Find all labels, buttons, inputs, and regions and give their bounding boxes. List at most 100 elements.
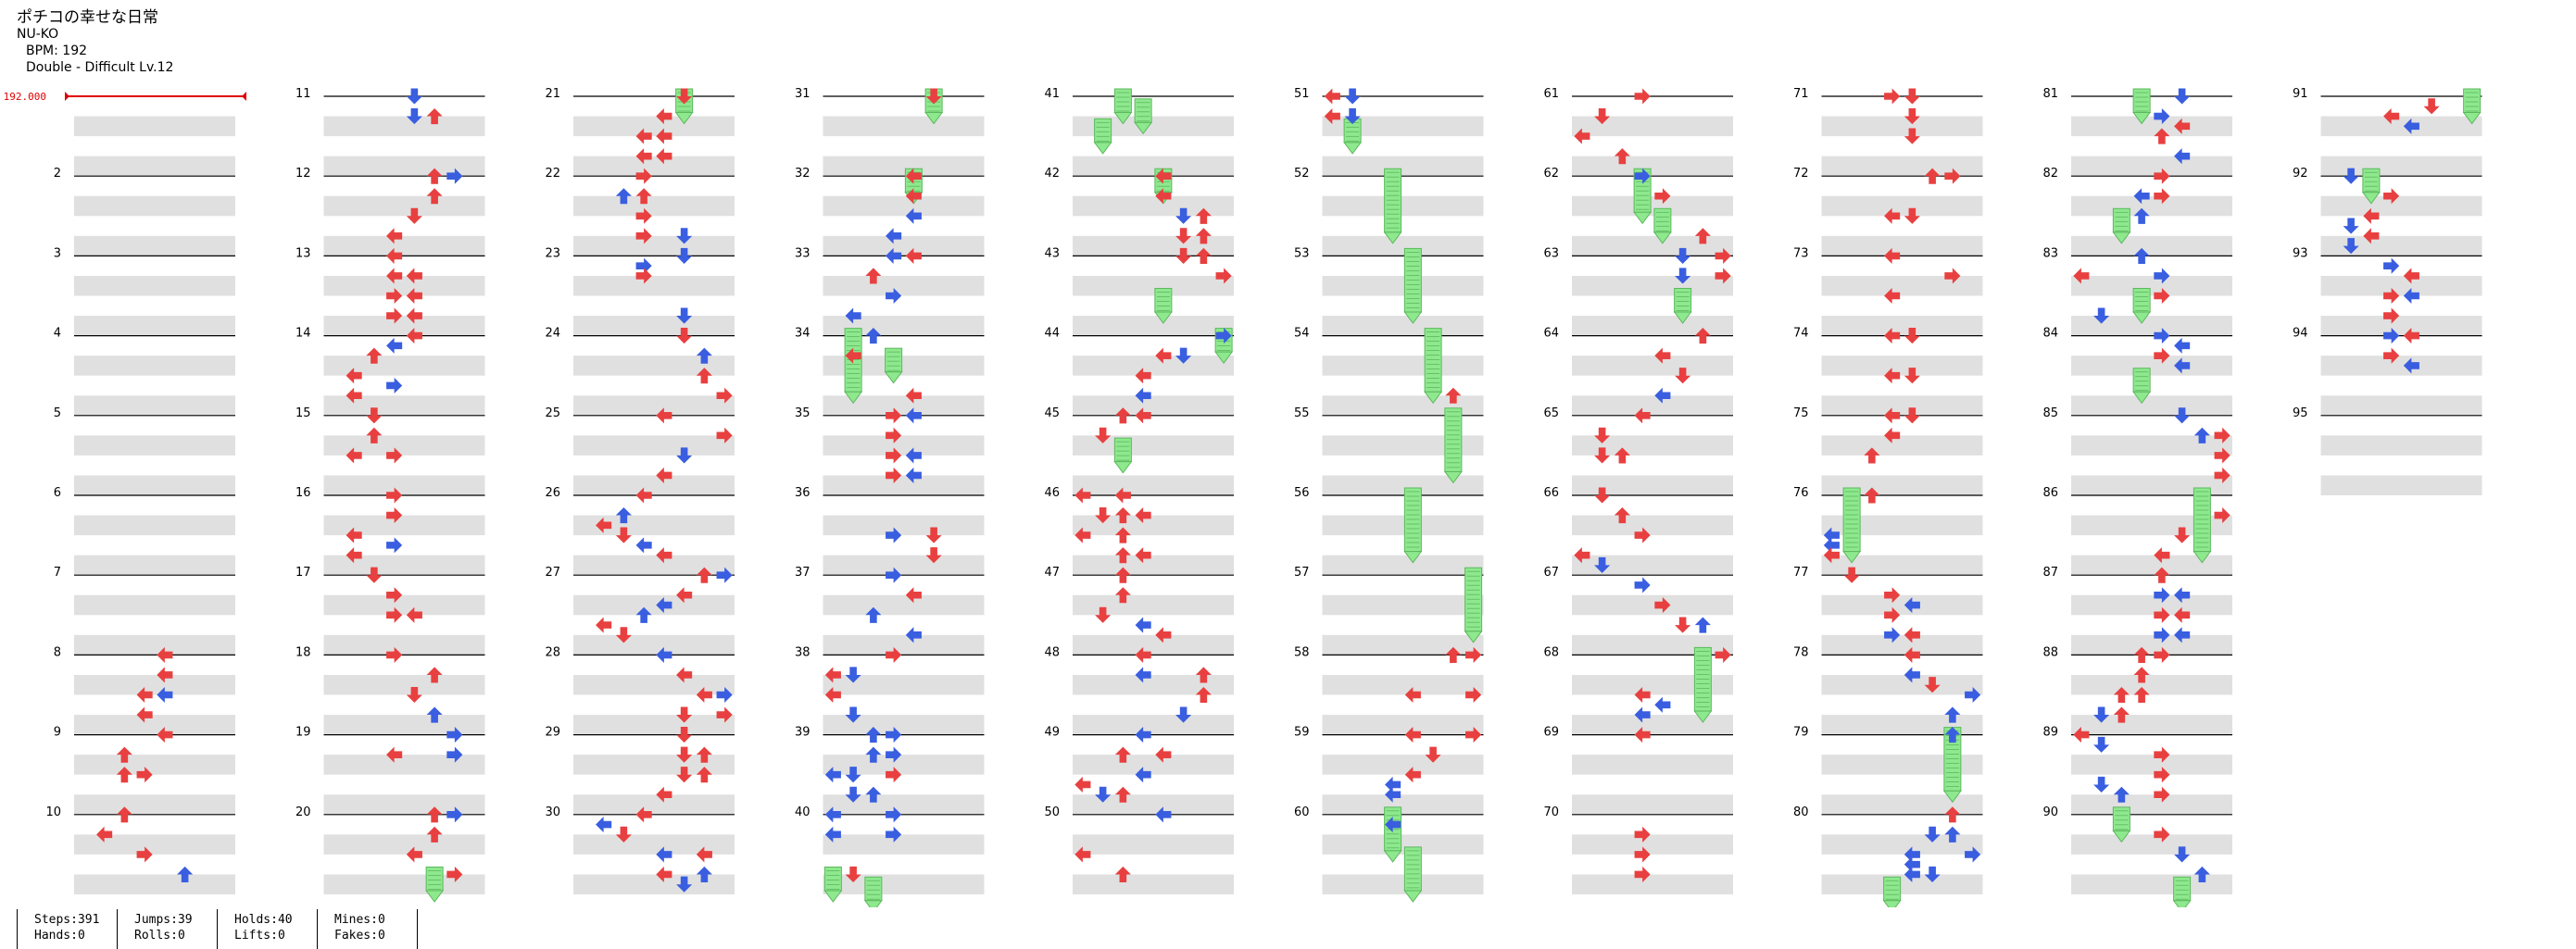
arrow-right-icon [2214, 467, 2230, 484]
arrow-up-icon [696, 567, 712, 583]
measure-band [1322, 235, 1484, 256]
arrow-down-icon [1675, 247, 1691, 264]
measure-band [1821, 555, 1983, 576]
arrow-down-icon [1904, 108, 1920, 125]
measure-number: 34 [795, 327, 810, 341]
arrow-left-icon [386, 337, 403, 354]
arrow-up-icon [1944, 826, 1961, 843]
arrow-up-icon [1195, 247, 1212, 264]
arrow-down-icon [1904, 207, 1920, 224]
measure-number: 8 [54, 645, 61, 659]
measure-band [323, 715, 485, 735]
arrow-up-icon [865, 606, 882, 623]
arrow-down-icon [845, 667, 861, 683]
measure-number: 48 [1044, 645, 1060, 659]
measure-band [1821, 275, 1983, 296]
measure-band [323, 555, 485, 576]
measure-band [573, 156, 735, 177]
arrow-down-icon [1425, 746, 1441, 763]
arrow-left-icon [1904, 846, 1920, 863]
arrow-left-icon [386, 228, 403, 244]
arrow-right-icon [2154, 328, 2170, 344]
bpm-value: 192.000 [4, 91, 46, 103]
measure-number: 59 [1294, 726, 1310, 740]
measure-band [2320, 275, 2482, 296]
measure-number: 41 [1044, 87, 1060, 101]
measure-band [1322, 116, 1484, 137]
measure-number: 65 [1543, 406, 1559, 420]
arrow-right-icon [386, 287, 403, 305]
measure-number: 52 [1294, 167, 1310, 181]
measure-number: 3 [54, 246, 61, 260]
arrow-down-icon [366, 407, 383, 424]
arrow-right-icon [2154, 287, 2170, 305]
arrow-left-icon [406, 287, 422, 305]
measure-band [2071, 435, 2232, 456]
measure-number: 22 [545, 167, 560, 181]
hold-tail [924, 112, 944, 125]
measure-band [573, 356, 735, 376]
measure-number: 31 [795, 87, 810, 101]
arrow-up-icon [1114, 567, 1131, 583]
arrow-right-icon [446, 168, 463, 184]
measure-band [1821, 834, 1983, 855]
measure-number: 58 [1294, 645, 1310, 659]
measure-band [2320, 435, 2482, 456]
stat-hands: Hands:0 [34, 929, 85, 943]
song-header: ポチコの幸せな日常 NU-KO BPM: 192 Double - Diffic… [17, 9, 173, 76]
measure-band [74, 435, 235, 456]
measure-number: 28 [545, 645, 560, 659]
measure-band [2320, 475, 2482, 495]
measure-band [1322, 634, 1484, 656]
measure-number: 20 [295, 805, 311, 819]
arrow-down-icon [1675, 617, 1691, 633]
hold-tail [1113, 112, 1133, 125]
measure-band [1322, 316, 1484, 336]
arrow-down-icon [1095, 427, 1112, 443]
measure-band [573, 634, 735, 656]
arrow-down-icon [1675, 268, 1691, 284]
measure-band [323, 594, 485, 616]
hold-tail [1113, 461, 1133, 474]
measure-band [573, 755, 735, 775]
arrow-right-icon [2383, 328, 2400, 344]
arrow-up-icon [1944, 806, 1961, 823]
arrow-left-icon [2403, 328, 2419, 344]
measure-band [1821, 515, 1983, 536]
measure-band [1821, 156, 1983, 177]
arrow-down-icon [1924, 826, 1941, 843]
stats-end-divider [417, 909, 418, 949]
measure-band [1821, 634, 1983, 656]
measure-number: 68 [1543, 645, 1559, 659]
arrow-left-icon [2174, 118, 2191, 134]
arrow-up-icon [1114, 547, 1131, 564]
measure-band [1322, 594, 1484, 616]
arrow-down-icon [1095, 507, 1112, 524]
arrow-right-icon [2154, 587, 2170, 604]
measure-band [1073, 834, 1234, 855]
arrow-down-icon [845, 706, 861, 723]
arrow-right-icon [1634, 577, 1651, 593]
measure-band [1322, 395, 1484, 416]
hold-tail [1673, 311, 1692, 324]
measure-band [1322, 515, 1484, 536]
arrow-down-icon [1175, 207, 1192, 224]
hold-tail [2132, 112, 2152, 125]
measure-band [1821, 435, 1983, 456]
hold-tail [1693, 710, 1713, 723]
arrow-right-icon [2154, 606, 2170, 623]
measure-number: 46 [1044, 486, 1060, 500]
arrow-right-icon [1965, 686, 1981, 704]
measure-band [323, 156, 485, 177]
measure-band [1572, 475, 1733, 495]
measure-band [74, 356, 235, 376]
arrow-down-icon [845, 866, 861, 882]
measure-band [573, 794, 735, 815]
measure-number: 43 [1044, 246, 1060, 260]
measure-band [1821, 116, 1983, 137]
arrow-up-icon [1614, 507, 1630, 524]
arrow-up-icon [635, 606, 652, 623]
arrow-up-icon [1195, 207, 1212, 224]
measure-band [1322, 874, 1484, 894]
measure-band [573, 275, 735, 296]
